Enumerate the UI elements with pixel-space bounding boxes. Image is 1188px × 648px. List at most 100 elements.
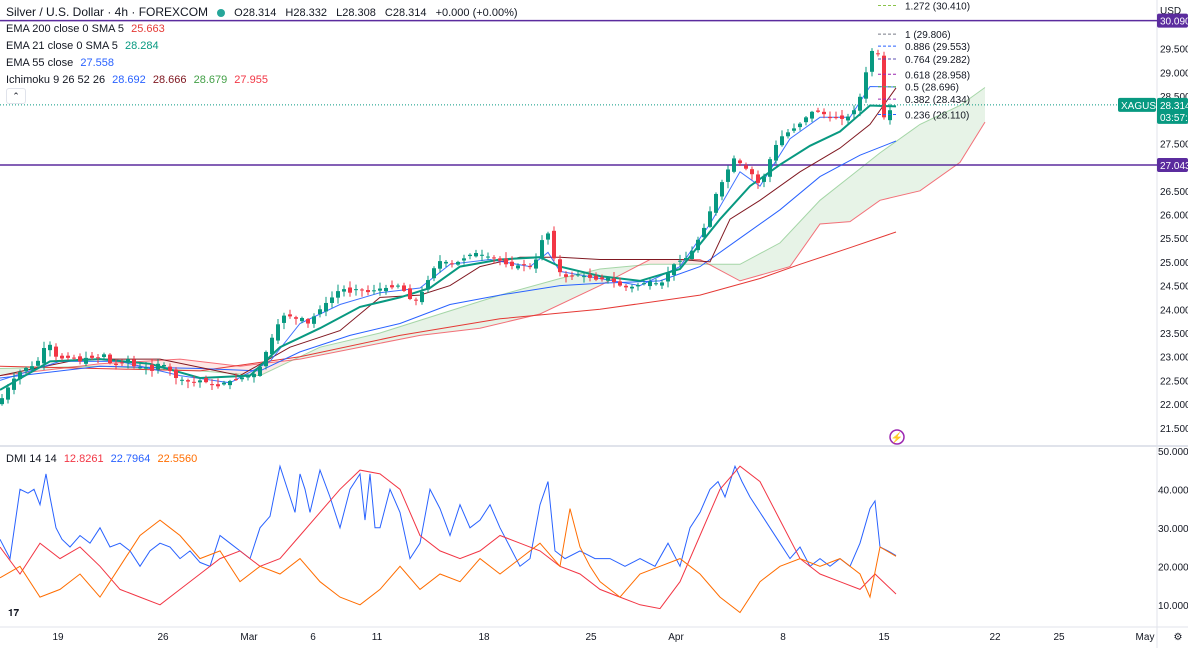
time-tick-label: 25 [585,632,597,643]
candle-body [774,144,778,161]
ticker-price-text: 28.314 [1160,101,1188,112]
candle-body [738,160,742,164]
candle-body [294,317,298,319]
ichimoku-cloud [290,265,635,362]
candle-body [180,379,184,381]
candle-body [288,314,292,317]
collapse-legend-button[interactable]: ⌃ [6,88,26,104]
fib-level-label: 0.382 (28.434) [905,95,970,106]
level-price-tag-text: 30.090 [1160,17,1188,28]
candle-body [402,285,406,291]
candle-body [564,274,568,277]
candle-body [348,287,352,293]
candle-body [492,257,496,259]
time-tick-label: 19 [52,632,64,643]
candle-body [240,377,244,380]
ohlc-open: O28.314 [234,7,277,19]
tradingview-logo-icon: 𝟏𝟕 [8,608,20,619]
candle-body [204,378,208,383]
fib-level-label: 0.618 (28.958) [905,70,970,81]
market-status-icon [217,9,226,18]
candle-body [414,299,418,301]
time-tick-label: 18 [478,632,490,643]
candle-body [630,286,634,289]
candle-body [498,258,502,261]
candle-body [246,375,250,378]
candle-body [612,278,616,283]
candle-body [696,239,700,251]
fib-level-label: 1.272 (30.410) [905,1,970,12]
candle-body [72,357,76,359]
candle-body [30,366,34,370]
flash-icon[interactable] [889,429,905,445]
candle-body [726,169,730,182]
dmi-tick-label: 40.0000 [1158,485,1188,496]
indicator-dmi[interactable]: DMI 14 14 12.8261 22.7964 22.5560 [6,452,197,466]
candle-body [444,261,448,264]
candle-body [654,283,658,285]
candle-body [84,357,88,364]
candle-body [852,110,856,115]
candle-body [870,50,874,72]
candle-body [192,381,196,383]
candle-body [222,382,226,385]
candle-body [432,268,436,279]
candle-body [576,274,580,276]
candle-body [408,288,412,300]
candle-body [876,53,880,55]
dmi-plus-line [0,464,897,568]
price-tick-label: 21.500 [1160,424,1188,435]
candle-body [252,373,256,378]
indicator-ema55[interactable]: EMA 55 close 27.558 [6,56,114,70]
gear-icon: ⚙ [1174,632,1183,643]
candle-body [828,116,832,119]
candle-body [390,285,394,288]
indicator-ema21[interactable]: EMA 21 close 0 SMA 5 28.284 [6,39,159,53]
candle-body [588,274,592,278]
candle-body [150,364,154,371]
time-tick-label: 15 [878,632,890,643]
indicator-label: DMI 14 14 [6,453,57,465]
candle-body [372,290,376,292]
candle-body [156,363,160,370]
ichimoku-span-a [0,87,986,377]
candle-body [366,290,370,293]
level-price-tag-text: 27.043 [1160,161,1188,172]
candle-body [42,347,46,364]
candle-body [120,362,124,364]
candle-body [552,230,556,259]
ichimoku-cloud [705,87,985,281]
indicator-label: EMA 200 close 0 SMA 5 [6,23,125,35]
price-tick-label: 22.000 [1160,400,1188,411]
fib-level-label: 1 (29.806) [905,30,951,41]
candle-body [264,351,268,367]
candle-body [714,193,718,213]
candle-body [804,117,808,123]
price-tick-label: 26.000 [1160,210,1188,221]
candle-body [558,259,562,273]
candle-body [78,356,82,362]
candle-body [594,275,598,280]
candle-body [276,324,280,341]
candle-body [618,281,622,286]
price-tick-label: 25.000 [1160,258,1188,269]
candle-body [18,372,22,380]
candle-body [306,319,310,324]
candle-body [798,123,802,128]
indicator-ema200[interactable]: EMA 200 close 0 SMA 5 25.663 [6,22,165,36]
candle-body [846,116,850,121]
candle-body [138,367,142,369]
indicator-ichimoku[interactable]: Ichimoku 9 26 52 26 28.692 28.666 28.679… [6,73,268,87]
dmi-tick-label: 30.0000 [1158,524,1188,535]
candle-body [162,364,166,367]
candle-body [114,363,118,365]
candle-body [744,165,748,169]
candle-body [786,132,790,137]
candle-body [336,291,340,298]
candle-body [582,276,586,278]
candle-body [636,284,640,287]
candle-body [840,115,844,119]
candle-body [708,211,712,227]
candle-body [528,266,532,268]
